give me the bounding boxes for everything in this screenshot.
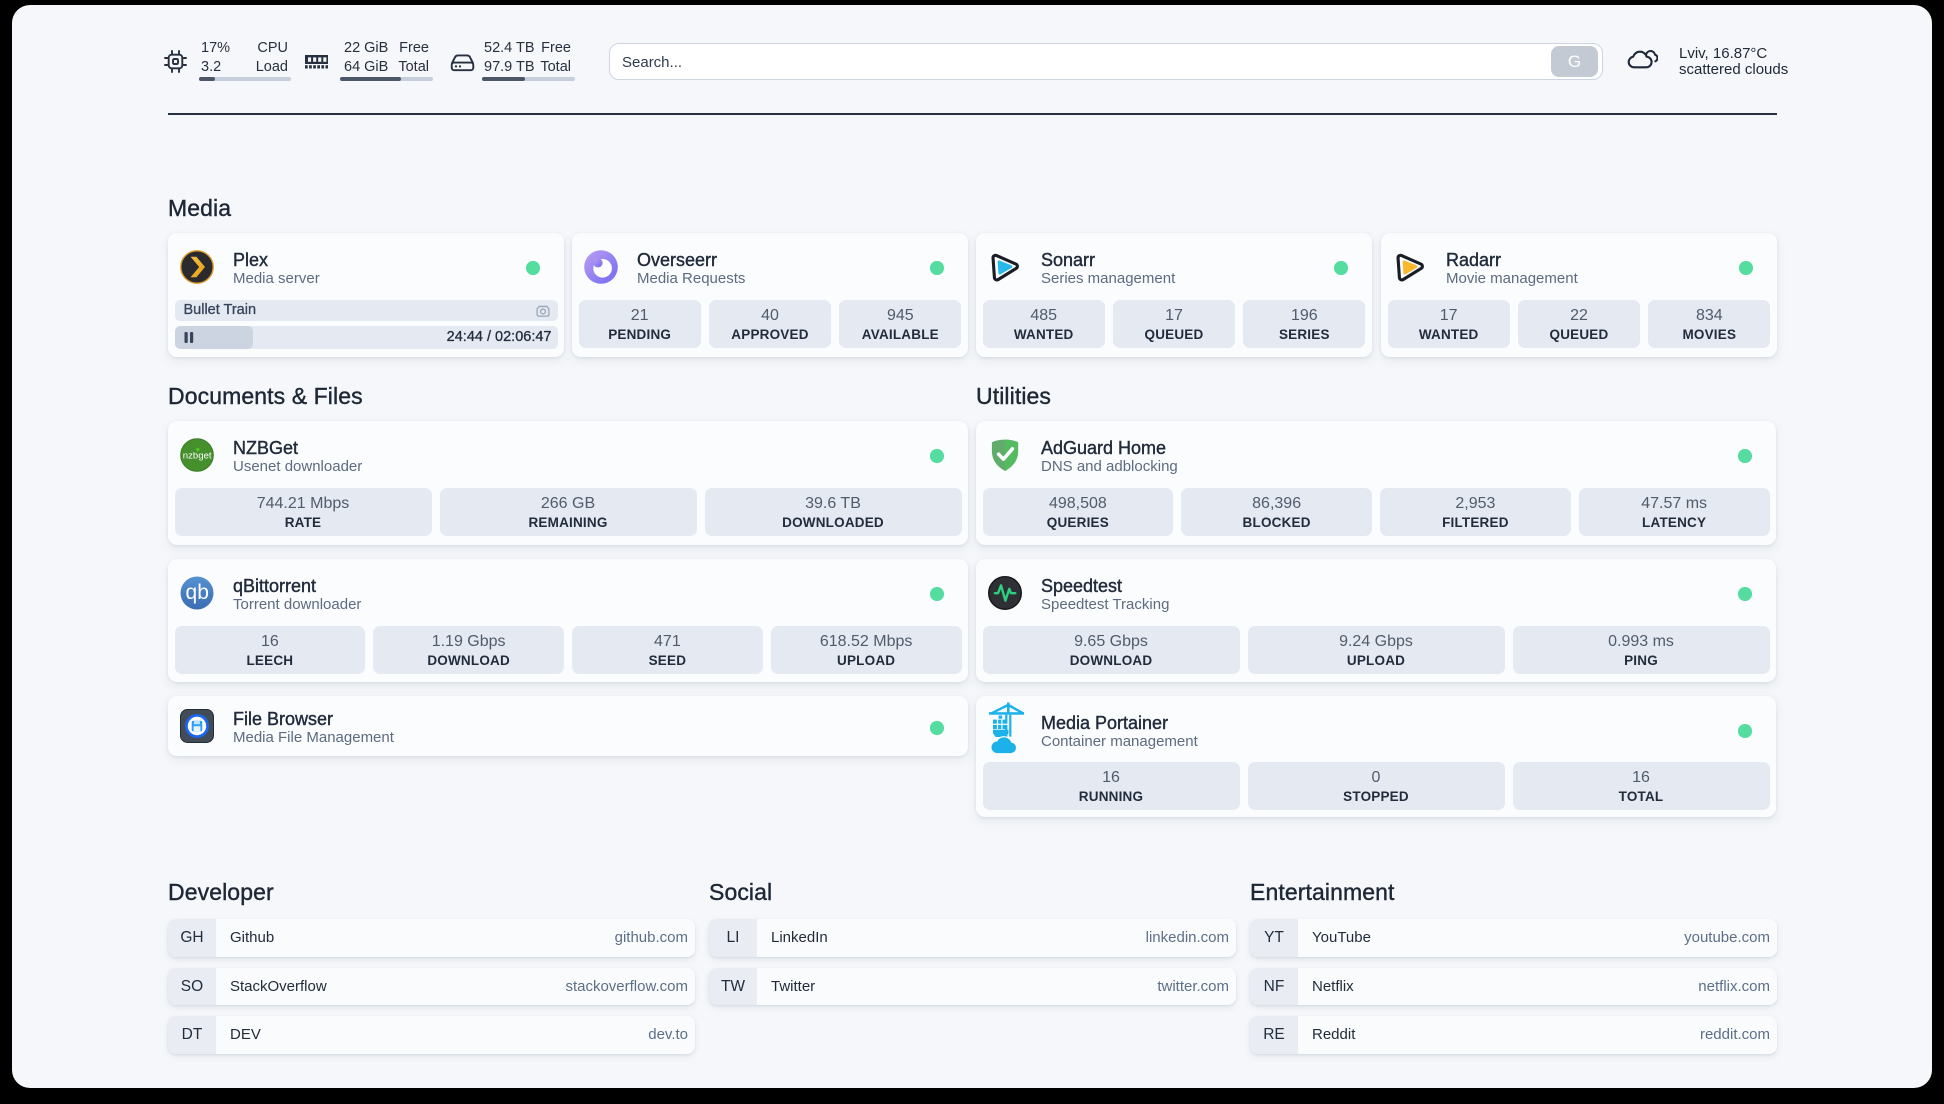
svg-text:nzbget: nzbget bbox=[183, 451, 212, 462]
svg-text:qb: qb bbox=[186, 581, 209, 604]
